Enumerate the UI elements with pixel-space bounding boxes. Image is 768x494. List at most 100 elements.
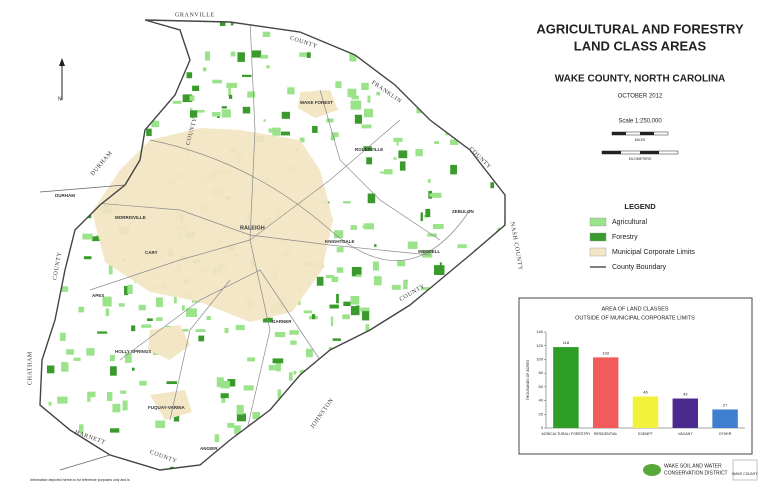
land-patch — [211, 112, 221, 117]
land-patch — [342, 314, 350, 320]
footer-district: WAKE SOIL AND WATER — [664, 463, 722, 469]
land-patch — [473, 26, 484, 33]
land-patch — [289, 330, 299, 335]
land-patch — [386, 384, 395, 395]
land-patch — [480, 277, 489, 282]
land-patch — [173, 473, 175, 476]
scale-unit: KILOMETERS — [629, 157, 652, 161]
land-patch — [138, 304, 146, 311]
land-patch — [331, 353, 342, 361]
land-patch — [81, 123, 90, 128]
land-patch — [125, 352, 132, 363]
road — [119, 269, 321, 361]
land-patch — [444, 472, 455, 480]
municipal-area — [298, 90, 338, 118]
land-patch — [367, 95, 371, 103]
land-patch — [439, 262, 442, 268]
land-patch — [311, 314, 316, 320]
town-label: MORRISVILLE — [115, 215, 146, 220]
land-patch — [492, 383, 501, 391]
land-patch — [299, 52, 309, 57]
land-patch — [363, 223, 375, 230]
county-label: GRANVILLE — [175, 12, 215, 18]
land-patch — [221, 109, 231, 118]
land-patch — [490, 419, 501, 429]
land-patch — [331, 132, 339, 138]
north-arrow-head — [59, 58, 65, 66]
land-patch — [95, 54, 104, 62]
legend-label: County Boundary — [612, 264, 667, 271]
county-logo — [732, 459, 758, 481]
land-patch — [66, 137, 73, 143]
land-patch — [146, 318, 153, 322]
land-patch — [380, 171, 390, 174]
land-patch — [468, 408, 477, 413]
land-patch — [442, 389, 448, 395]
land-patch — [351, 353, 361, 360]
legend-swatch — [589, 217, 607, 227]
land-patch — [196, 109, 205, 113]
land-patch — [52, 121, 60, 130]
land-patch — [356, 107, 359, 110]
land-patch — [350, 225, 358, 230]
land-patch — [44, 271, 53, 277]
land-patch — [163, 34, 173, 40]
land-patch — [331, 276, 339, 283]
land-patch — [481, 415, 493, 420]
land-patch — [450, 164, 457, 175]
land-patch — [427, 178, 431, 183]
land-patch — [118, 303, 125, 307]
town-label: KNIGHTDALE — [325, 239, 355, 244]
land-patch — [77, 41, 85, 45]
land-patch — [325, 274, 334, 279]
county-label: CHATHAM — [27, 351, 33, 385]
county-line — [39, 184, 126, 193]
bar — [632, 396, 659, 428]
land-patch — [434, 320, 443, 325]
land-patch — [343, 301, 351, 307]
land-patch — [311, 452, 317, 455]
land-patch — [221, 106, 227, 109]
town-label: HOLLY SPRINGS — [115, 349, 151, 354]
land-patch — [376, 91, 381, 96]
land-patch — [335, 391, 339, 402]
land-patch — [446, 80, 456, 86]
land-patch — [350, 373, 357, 380]
land-patch — [370, 466, 381, 470]
land-patch — [508, 117, 515, 124]
land-patch — [490, 111, 500, 121]
land-patch — [281, 111, 291, 119]
land-patch — [472, 421, 483, 431]
land-patch — [444, 363, 450, 372]
land-patch — [398, 150, 408, 159]
land-patch — [237, 52, 245, 62]
land-patch — [40, 20, 43, 21]
land-patch — [473, 386, 477, 393]
land-patch — [377, 49, 382, 59]
land-patch — [185, 308, 197, 317]
land-patch — [494, 465, 498, 470]
land-patch — [402, 319, 414, 322]
land-patch — [228, 85, 231, 96]
chart-subtitle: OUTSIDE OF MUNICIPAL CORPORATE LIMITS — [575, 315, 695, 321]
road — [169, 279, 231, 421]
land-patch — [425, 436, 437, 444]
land-patch — [502, 387, 505, 398]
land-patch — [206, 316, 211, 321]
footer-district: CONSERVATION DISTRICT — [664, 470, 728, 476]
land-patch — [219, 20, 226, 26]
land-patch — [80, 471, 89, 478]
land-patch — [368, 464, 378, 469]
land-patch — [445, 115, 449, 126]
land-patch — [435, 372, 446, 380]
land-patch — [66, 349, 74, 355]
land-patch — [230, 51, 236, 57]
road — [89, 119, 401, 291]
land-patch — [441, 85, 453, 91]
land-patch — [227, 379, 236, 387]
land-patch — [446, 392, 457, 401]
land-patch — [131, 367, 135, 371]
land-patch — [495, 275, 504, 280]
land-patch — [146, 128, 152, 137]
